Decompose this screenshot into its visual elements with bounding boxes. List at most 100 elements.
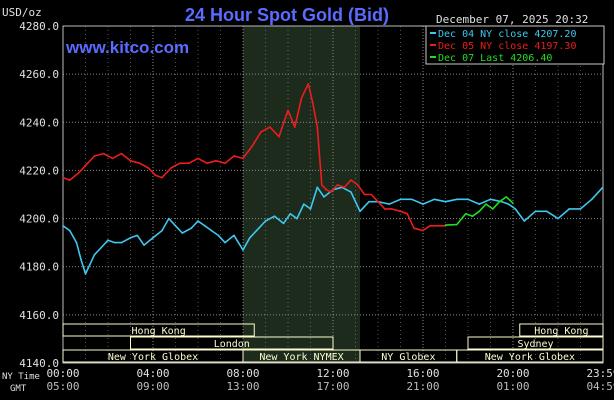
series-point — [113, 241, 116, 244]
session-bar — [62, 323, 255, 337]
series-point — [174, 224, 177, 227]
series-point — [93, 253, 96, 256]
series-point — [568, 208, 571, 210]
series-point — [136, 234, 139, 237]
series-point — [77, 172, 80, 174]
series-point — [190, 227, 193, 229]
series-point — [138, 162, 141, 165]
series-point — [147, 167, 150, 169]
ny-time-tick: 12:00 — [316, 367, 349, 380]
series-point — [399, 210, 402, 213]
session-label: NY Globex — [381, 352, 435, 363]
series-point — [264, 220, 267, 222]
series-point — [471, 215, 474, 217]
series-point — [491, 208, 494, 210]
series-point — [217, 234, 220, 237]
series-point — [251, 145, 253, 148]
series-point — [323, 196, 325, 198]
gmt-time-tick: 17:00 — [316, 380, 349, 393]
series-point — [399, 198, 402, 201]
series-point — [534, 210, 537, 213]
kitco-watermark[interactable]: www.kitco.com — [65, 38, 189, 57]
series-point — [557, 217, 559, 220]
series-point — [444, 200, 447, 203]
series-point — [329, 191, 332, 193]
series-point — [455, 198, 458, 201]
series-point — [107, 239, 109, 242]
series-point — [289, 212, 292, 215]
series-point — [120, 152, 123, 155]
series-point — [84, 273, 87, 275]
legend: Dec 04 NY close 4207.20 Dec 05 NY close … — [425, 25, 605, 65]
series-point — [523, 220, 526, 222]
session-label: New York NYMEX — [259, 352, 343, 363]
ny-time-tick: 04:00 — [136, 367, 169, 380]
series-point — [316, 126, 319, 128]
gmt-time-tick: 05:00 — [46, 380, 79, 393]
session-label: Hong Kong — [534, 326, 588, 337]
series-point — [179, 162, 181, 165]
series-point — [233, 155, 235, 157]
series-point — [89, 263, 91, 266]
series-point — [336, 184, 339, 186]
series-point — [467, 198, 469, 201]
series-point — [287, 109, 289, 112]
series-point — [413, 227, 415, 229]
ny-time-tick: 23:59 — [586, 367, 614, 380]
series-point — [601, 186, 604, 189]
session-bar — [130, 336, 334, 350]
series-point — [309, 208, 312, 210]
plot-frame — [62, 25, 604, 364]
series-point — [428, 224, 431, 227]
legend-label-dec05: Dec 05 NY close 4197.30 — [438, 41, 576, 52]
time-axis: 00:00 04:00 08:00 12:00 16:00 20:00 23:59 05:00… — [46, 367, 614, 393]
series-point — [269, 126, 271, 128]
series-point — [282, 222, 285, 225]
series-point — [224, 162, 226, 165]
series-point — [203, 224, 206, 227]
series-point — [300, 97, 303, 100]
series-point — [68, 229, 71, 232]
legend-box — [425, 25, 605, 65]
series-point — [197, 157, 199, 160]
session-label: Hong Kong — [132, 326, 186, 337]
series-point — [356, 184, 359, 186]
series-point — [80, 258, 82, 261]
series-point — [383, 208, 386, 210]
ny-time-tick: 08:00 — [226, 367, 259, 380]
series-point — [188, 162, 190, 165]
series-point — [455, 223, 458, 226]
unit-label: USD/oz — [2, 6, 42, 19]
series-point — [233, 234, 235, 237]
ny-time-tick: 16:00 — [406, 367, 439, 380]
series-point — [62, 224, 64, 227]
y-tick-label: 4260.0 — [19, 68, 59, 81]
series-point — [512, 202, 514, 204]
y-tick-label: 4160.0 — [19, 309, 59, 322]
ny-time-row-label: NY Time — [2, 372, 40, 382]
series-point — [248, 237, 251, 239]
ny-time-tick: 00:00 — [46, 367, 79, 380]
series-point — [464, 212, 467, 215]
series-point — [75, 241, 78, 244]
session-bar — [456, 349, 604, 363]
series-point — [143, 244, 145, 246]
grid-layer — [62, 25, 604, 364]
gmt-time-tick: 04:59 — [586, 380, 614, 393]
timestamp: December 07, 2025 20:32 — [436, 13, 588, 26]
chart-title: 24 Hour Spot Gold (Bid) — [185, 5, 389, 25]
series-point — [257, 227, 260, 229]
series-point — [129, 237, 132, 239]
series-point — [545, 210, 548, 213]
series-point — [102, 152, 105, 155]
series-point — [296, 217, 298, 220]
gmt-time-tick: 09:00 — [136, 380, 169, 393]
series-point — [161, 229, 163, 232]
series-point — [514, 208, 517, 210]
series-point — [368, 200, 370, 203]
series-point — [273, 215, 276, 217]
series-point — [242, 157, 244, 160]
series-point — [167, 217, 170, 220]
session-label: London — [214, 339, 250, 350]
series-point — [498, 200, 501, 203]
